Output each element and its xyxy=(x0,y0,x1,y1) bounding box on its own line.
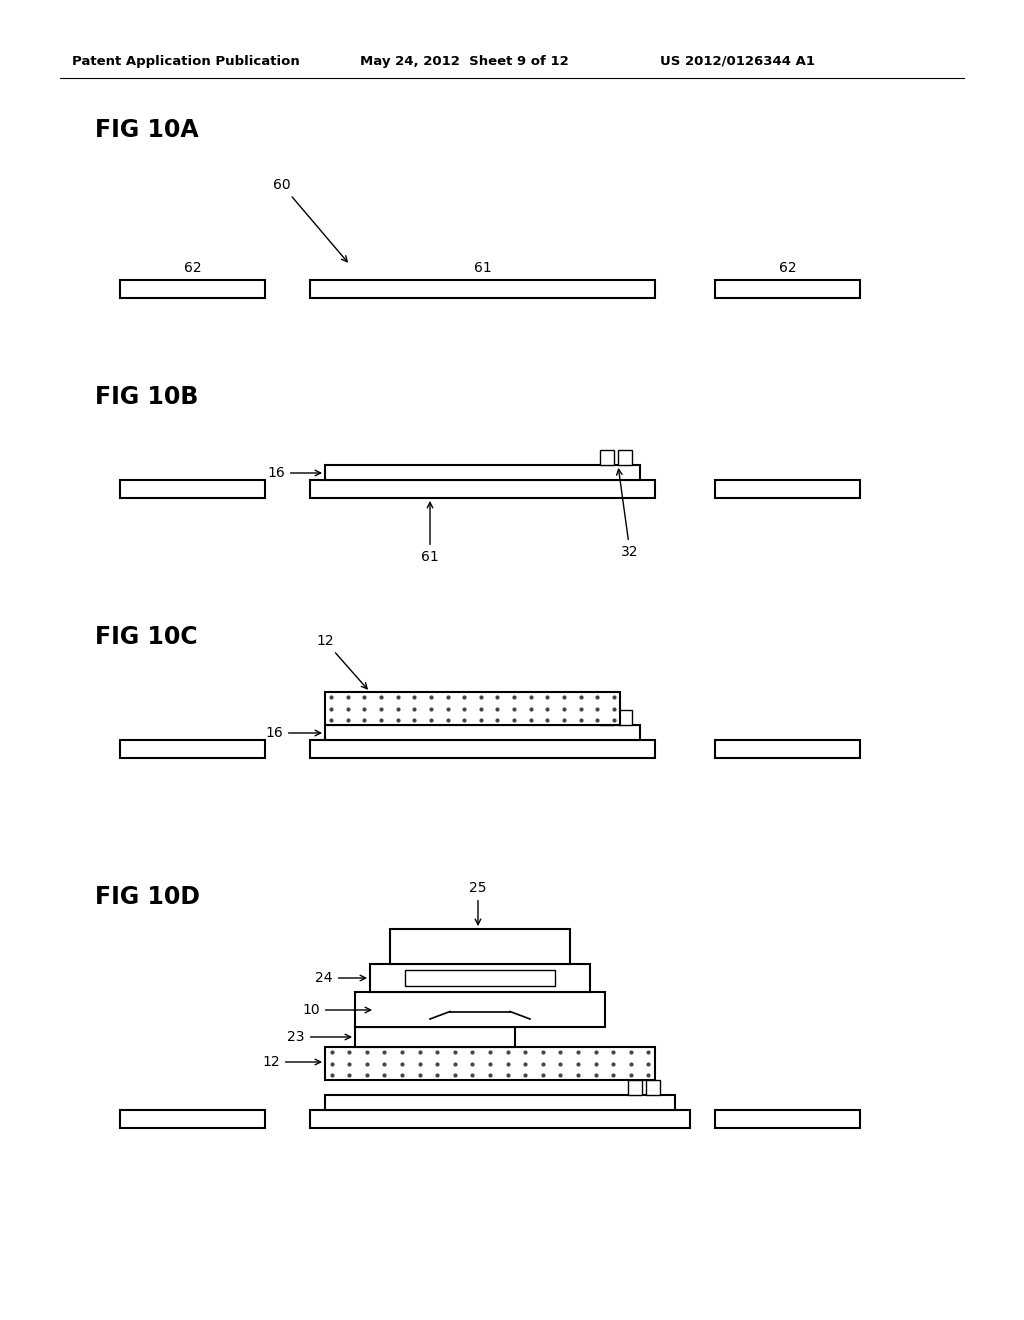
Text: 61: 61 xyxy=(421,503,439,564)
Bar xyxy=(618,710,632,725)
Bar xyxy=(618,450,632,465)
Text: 32: 32 xyxy=(616,470,639,558)
Text: 10: 10 xyxy=(302,1003,371,1016)
Text: 23: 23 xyxy=(288,1030,350,1044)
Text: 12: 12 xyxy=(262,1055,321,1069)
Text: Patent Application Publication: Patent Application Publication xyxy=(72,55,300,69)
Text: FIG 10B: FIG 10B xyxy=(95,385,199,409)
Bar xyxy=(628,1080,642,1096)
Text: FIG 10A: FIG 10A xyxy=(95,117,199,143)
Text: 16: 16 xyxy=(267,466,321,480)
Bar xyxy=(310,480,655,498)
Bar xyxy=(355,1027,515,1047)
Text: May 24, 2012  Sheet 9 of 12: May 24, 2012 Sheet 9 of 12 xyxy=(360,55,568,69)
Bar xyxy=(120,280,265,298)
Bar xyxy=(715,1110,860,1129)
Bar xyxy=(355,993,605,1027)
Bar xyxy=(370,964,590,993)
Text: FIG 10D: FIG 10D xyxy=(95,884,200,909)
Bar xyxy=(715,741,860,758)
Text: 61: 61 xyxy=(474,261,492,275)
Bar xyxy=(406,970,555,986)
Bar xyxy=(310,1110,690,1129)
Text: US 2012/0126344 A1: US 2012/0126344 A1 xyxy=(660,55,815,69)
Bar xyxy=(715,480,860,498)
Text: 25: 25 xyxy=(469,880,486,925)
Bar xyxy=(120,480,265,498)
Text: 24: 24 xyxy=(315,972,366,985)
Bar xyxy=(600,450,614,465)
Text: 12: 12 xyxy=(316,634,368,689)
Bar xyxy=(715,280,860,298)
Bar xyxy=(120,1110,265,1129)
Text: 62: 62 xyxy=(779,261,797,275)
Bar xyxy=(310,280,655,298)
Bar xyxy=(120,741,265,758)
Bar xyxy=(325,1047,655,1080)
Bar xyxy=(325,725,640,741)
Text: 60: 60 xyxy=(273,178,347,261)
Text: 16: 16 xyxy=(265,726,321,741)
Bar xyxy=(325,692,620,725)
Bar xyxy=(390,929,570,964)
Bar xyxy=(600,710,614,725)
Text: 62: 62 xyxy=(184,261,202,275)
Bar xyxy=(325,1096,675,1110)
Bar xyxy=(310,741,655,758)
Bar xyxy=(646,1080,660,1096)
Text: FIG 10C: FIG 10C xyxy=(95,624,198,649)
Bar xyxy=(325,465,640,480)
